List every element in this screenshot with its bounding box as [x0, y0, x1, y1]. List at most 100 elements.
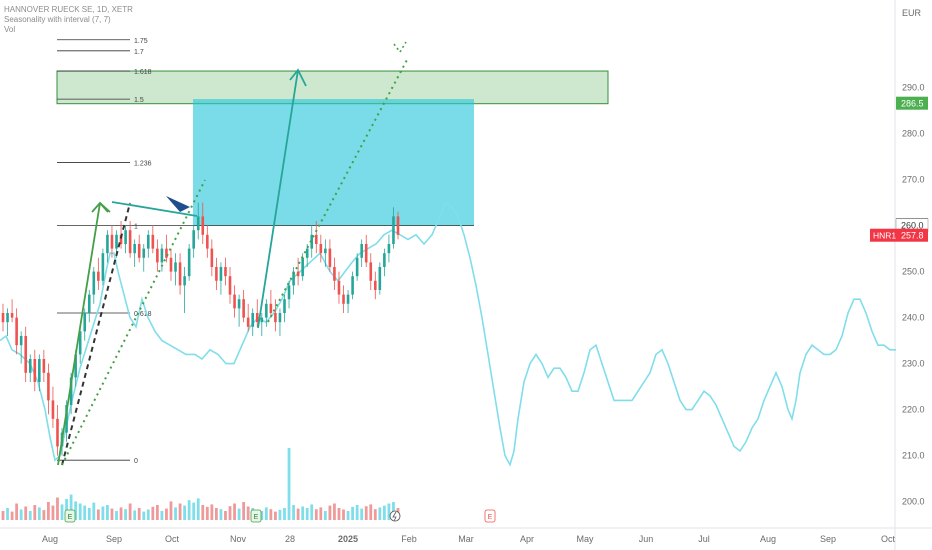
x-tick-label: May: [576, 534, 594, 544]
candle-body: [324, 248, 327, 254]
candle-body: [160, 248, 164, 263]
volume-bar: [19, 509, 23, 520]
volume-bar: [51, 505, 55, 520]
volume-bar: [387, 503, 391, 520]
seasonality-line: [0, 201, 896, 467]
volume-bar: [65, 499, 68, 520]
wave-2-arrowhead: [289, 68, 307, 87]
candle-body: [265, 303, 268, 318]
y-tick-label: 200.0: [902, 497, 925, 507]
candle-body: [65, 405, 68, 433]
volume-bar: [119, 507, 123, 520]
candle-body: [192, 230, 195, 249]
chart-legend: HANNOVER RUECK SE, 1D, XETR Seasonality …: [4, 5, 133, 35]
x-tick-label: Feb: [401, 534, 417, 544]
candle-body: [201, 216, 205, 235]
candle-body: [124, 230, 127, 244]
candle-body: [169, 257, 173, 272]
x-tick-label: Oct: [165, 534, 180, 544]
candle-body: [156, 248, 159, 263]
wave-1-arrowhead: [91, 201, 109, 213]
earnings-badge: [250, 509, 262, 523]
candle-body: [133, 244, 136, 254]
volume-bar: [219, 509, 223, 520]
candle-body: [206, 234, 209, 249]
volume-bar: [165, 508, 168, 520]
y-tick-label: 280.0: [902, 129, 925, 139]
earnings-badge-label: E: [68, 514, 73, 521]
candle-body: [383, 253, 386, 267]
volume-bar: [196, 498, 200, 520]
fib-level-label: 1.7: [134, 49, 144, 56]
candle-body: [196, 216, 200, 231]
dotted-projection-1: [61, 179, 206, 466]
axis-price-tag: [896, 228, 928, 242]
candle-body: [369, 262, 373, 281]
volume-bar: [183, 505, 187, 520]
candle-body: [246, 317, 250, 327]
volume-bar: [328, 505, 332, 520]
candle-body: [392, 216, 395, 244]
marker-arrow-icon: [166, 196, 190, 212]
candle-body: [237, 299, 241, 309]
x-tick-label: Sep: [820, 534, 836, 544]
axis-price-tag-value: 257.8: [901, 231, 924, 241]
x-tick-label: Oct: [881, 534, 896, 544]
volume-bar: [214, 508, 218, 520]
candle-body: [319, 244, 323, 254]
candle-body: [69, 377, 73, 405]
volume-bar: [174, 507, 177, 520]
legend-symbol[interactable]: HANNOVER RUECK SE, 1D, XETR: [4, 5, 133, 14]
candle-body: [215, 267, 218, 281]
volume-bar: [333, 503, 336, 520]
projection-end-mark: [393, 41, 407, 54]
x-tick-label: Mar: [458, 534, 474, 544]
candle-body: [364, 244, 368, 263]
volume-bar: [378, 507, 382, 520]
legend-volume[interactable]: Vol: [4, 25, 16, 34]
dashed-projection: [61, 202, 131, 466]
currency-label: EUR: [902, 8, 922, 18]
candle-body: [210, 248, 214, 267]
candle-body: [151, 234, 155, 249]
earnings-badge: [64, 509, 76, 523]
candle-body: [378, 267, 382, 290]
volume-bar: [369, 504, 373, 520]
volume-bar: [310, 504, 314, 520]
candle-body: [292, 271, 295, 286]
y-tick-label: 290.0: [902, 83, 925, 93]
volume-bar: [355, 505, 359, 520]
axis-price-tag-value: 286.5: [901, 99, 924, 109]
volume-bar: [33, 505, 37, 520]
volume-bar: [160, 511, 164, 520]
candle-body: [15, 317, 18, 346]
candle-body: [360, 244, 363, 258]
x-tick-label: Aug: [42, 534, 58, 544]
candle-body: [346, 294, 350, 304]
volume-bar: [24, 506, 28, 520]
volume-bar: [47, 502, 50, 520]
candle-body: [296, 271, 300, 277]
volume-bar: [364, 506, 368, 520]
legend-indicator[interactable]: Seasonality with interval (7, 7): [4, 15, 111, 24]
volume-bar: [106, 505, 109, 520]
candle-body: [56, 418, 59, 447]
candle-body: [328, 248, 332, 267]
volume-bar: [192, 502, 196, 520]
volume-bar: [115, 511, 118, 520]
volume-bar: [155, 505, 159, 520]
volume-bar: [274, 511, 277, 520]
candle-body: [255, 313, 259, 323]
candle-body: [119, 234, 123, 244]
candle-body: [269, 303, 273, 313]
candle-body: [83, 313, 87, 332]
candle-body: [283, 299, 286, 313]
volume-bar: [264, 507, 268, 520]
volume-bar: [246, 506, 250, 520]
volume-bar: [373, 509, 377, 520]
volume-bar: [37, 507, 41, 520]
y-tick-label: 210.0: [902, 451, 925, 461]
candle-body: [260, 317, 264, 323]
